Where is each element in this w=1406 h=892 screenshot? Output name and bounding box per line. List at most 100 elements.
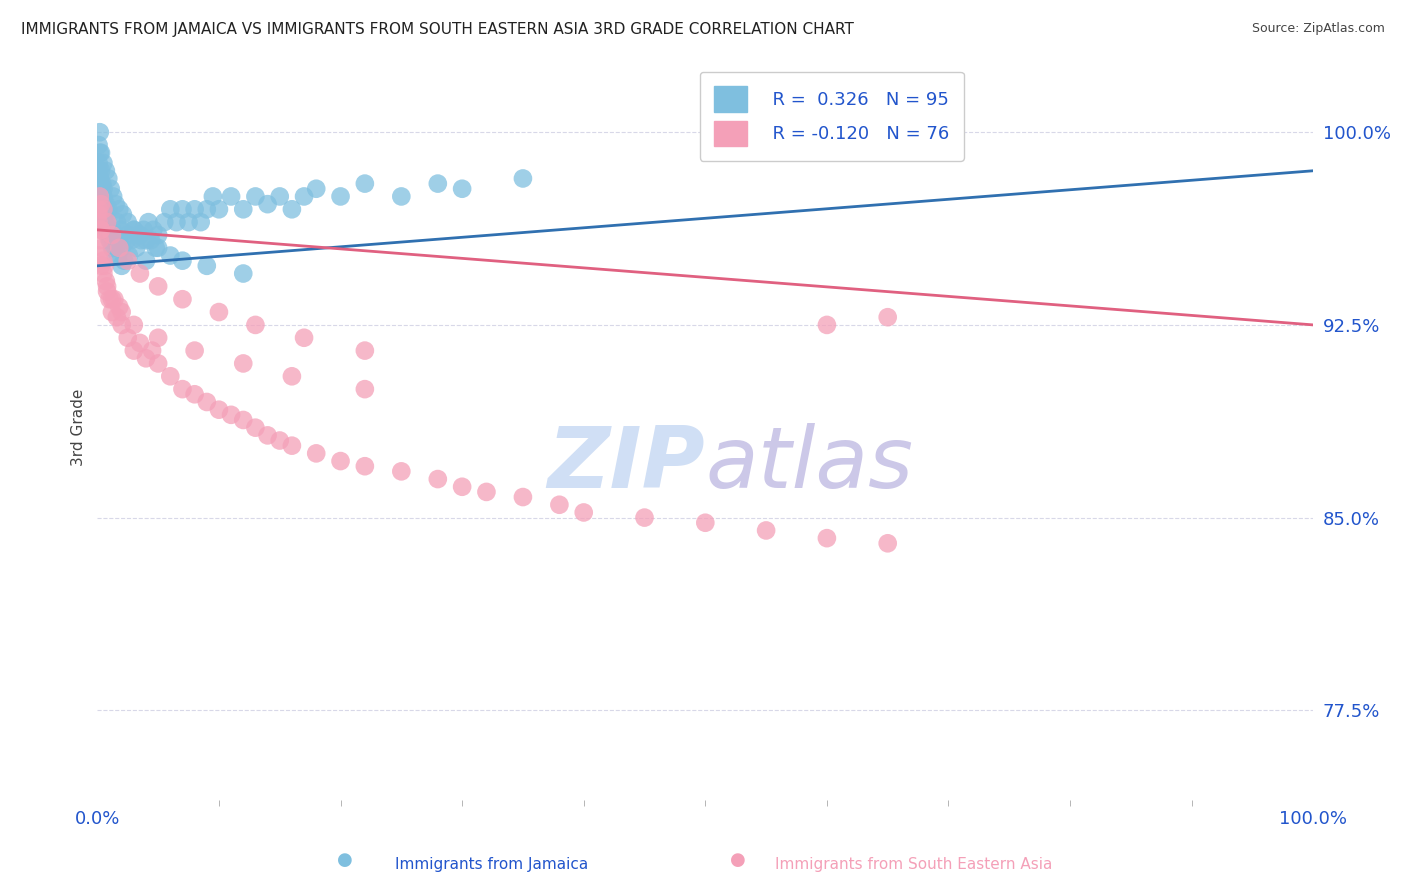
Point (145, 241, 167, 255)
Point (89, 145, 111, 160)
Point (93, 207, 115, 221)
Point (87, 207, 110, 221)
Point (135, 253, 157, 268)
Point (256, 197, 278, 211)
Point (117, 253, 139, 268)
Point (108, 202, 131, 217)
Point (87, 248, 110, 262)
Point (117, 331, 139, 345)
Point (195, 202, 218, 217)
Point (548, 498, 571, 512)
Text: ZIP: ZIP (548, 424, 706, 507)
Point (125, 241, 148, 255)
Point (98, 292, 121, 306)
Point (97, 171, 120, 186)
Point (93, 259, 115, 273)
Point (232, 267, 254, 281)
Text: atlas: atlas (706, 424, 914, 507)
Point (100, 233, 122, 247)
Point (876, 536, 898, 550)
Point (96, 215, 118, 229)
Point (208, 305, 231, 319)
Point (146, 356, 169, 370)
Text: IMMIGRANTS FROM JAMAICA VS IMMIGRANTS FROM SOUTH EASTERN ASIA 3RD GRADE CORRELAT: IMMIGRANTS FROM JAMAICA VS IMMIGRANTS FR… (21, 22, 853, 37)
Point (245, 420, 267, 434)
Point (101, 189, 124, 203)
Point (101, 223, 124, 237)
Point (876, 310, 898, 325)
Point (245, 189, 267, 203)
Point (108, 233, 131, 247)
Point (281, 202, 304, 217)
Point (87, 189, 110, 203)
Point (87, 202, 110, 217)
Point (117, 227, 139, 242)
Point (111, 207, 134, 221)
Point (87, 163, 110, 178)
Point (90, 163, 112, 178)
Point (115, 233, 138, 247)
Point (183, 387, 205, 401)
Point (89, 125, 111, 139)
Point (183, 343, 205, 358)
Point (269, 189, 291, 203)
Point (87, 138, 110, 153)
Point (353, 382, 375, 396)
Point (90, 223, 112, 237)
Point (122, 223, 145, 237)
Point (120, 233, 142, 247)
Point (101, 305, 124, 319)
Point (190, 215, 212, 229)
Point (93, 156, 115, 170)
Point (281, 439, 304, 453)
Point (110, 223, 132, 237)
Point (219, 408, 242, 422)
Point (426, 472, 449, 486)
Text: Immigrants from Jamaica: Immigrants from Jamaica (395, 857, 589, 872)
Point (695, 516, 717, 530)
Point (353, 177, 375, 191)
Point (512, 171, 534, 186)
Point (129, 233, 152, 247)
Point (451, 480, 474, 494)
Point (172, 382, 194, 396)
Point (93, 202, 115, 217)
Point (245, 318, 267, 332)
Point (111, 259, 134, 273)
Point (281, 369, 304, 384)
Text: Source: ZipAtlas.com: Source: ZipAtlas.com (1251, 22, 1385, 36)
Point (94, 274, 117, 288)
Point (256, 428, 278, 442)
Point (86, 177, 108, 191)
Point (353, 459, 375, 474)
Point (172, 253, 194, 268)
Point (94, 197, 117, 211)
Point (389, 189, 412, 203)
Point (98, 227, 121, 242)
Point (105, 310, 128, 325)
Point (219, 189, 242, 203)
Point (93, 182, 115, 196)
Point (305, 182, 328, 196)
Point (159, 202, 181, 217)
Point (201, 189, 224, 203)
Point (90, 182, 112, 196)
Point (89, 171, 111, 186)
Point (104, 248, 127, 262)
Point (93, 267, 115, 281)
Text: ●: ● (730, 851, 747, 869)
Point (93, 189, 115, 203)
Point (111, 305, 134, 319)
Point (329, 189, 352, 203)
Point (90, 145, 112, 160)
Point (100, 182, 122, 196)
Point (89, 189, 111, 203)
Point (353, 343, 375, 358)
Point (512, 490, 534, 504)
Point (138, 215, 160, 229)
Point (292, 331, 315, 345)
Point (105, 215, 128, 229)
Point (90, 223, 112, 237)
Point (103, 292, 125, 306)
Point (633, 510, 655, 524)
